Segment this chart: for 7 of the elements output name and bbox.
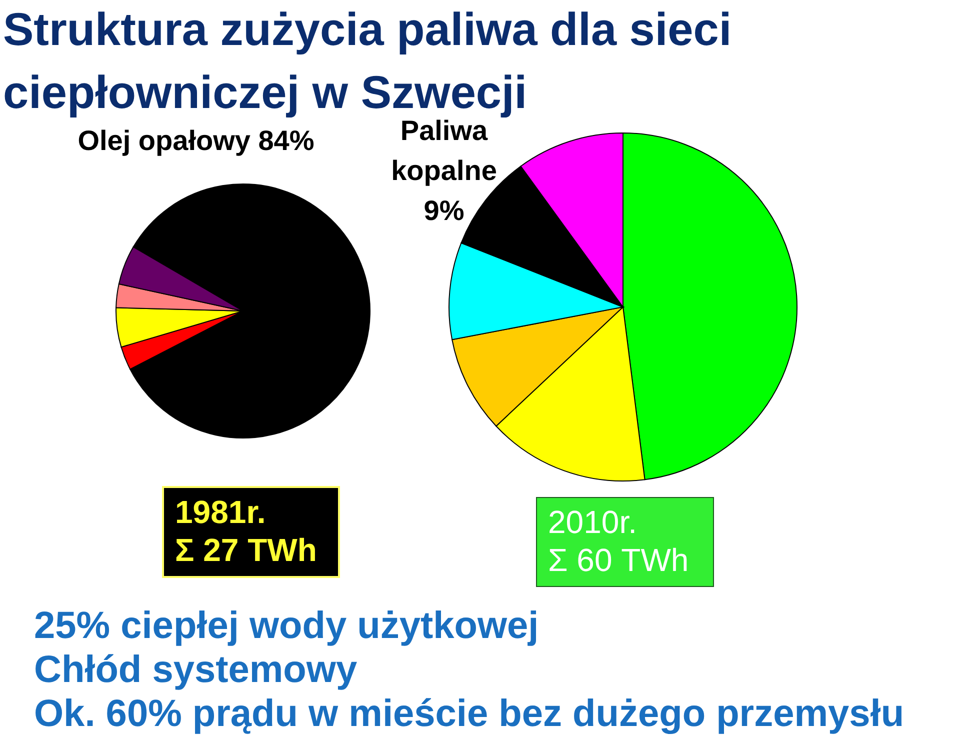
- text: Chłód systemowy: [34, 648, 358, 692]
- slice-label: Olej opałowy 84%: [76, 125, 316, 156]
- text: Ok. 60% prądu w mieście bez dużego przemysłu: [34, 692, 906, 736]
- text: 1981r. Σ 27 TWh: [162, 486, 340, 578]
- text: 25% ciepłej wody użytkowej: [34, 604, 540, 648]
- text: 2010r. Σ 60 TWh: [536, 497, 714, 587]
- data-label: 9%: [422, 194, 466, 228]
